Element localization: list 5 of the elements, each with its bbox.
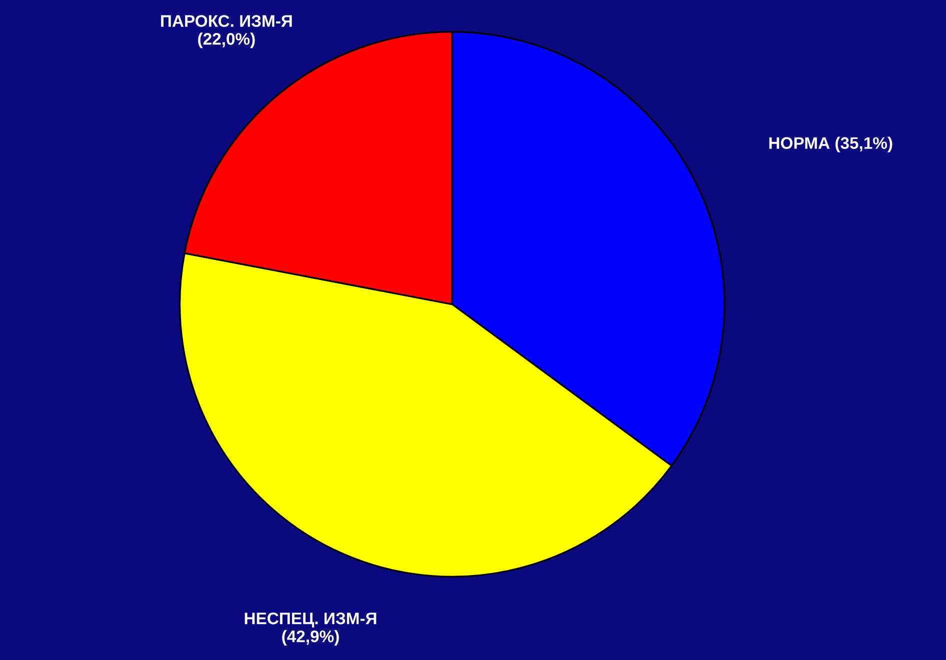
slice-label: НОРМА (35,1%) — [769, 136, 892, 152]
slice-label: ПАРОКС. ИЗМ-Я — [161, 15, 292, 27]
slice-label: НЕСПЕЦ. ИЗМ-Я — [244, 612, 376, 628]
data-label: (42,9%) — [282, 630, 339, 646]
data-label: (22,0%) — [198, 32, 255, 48]
